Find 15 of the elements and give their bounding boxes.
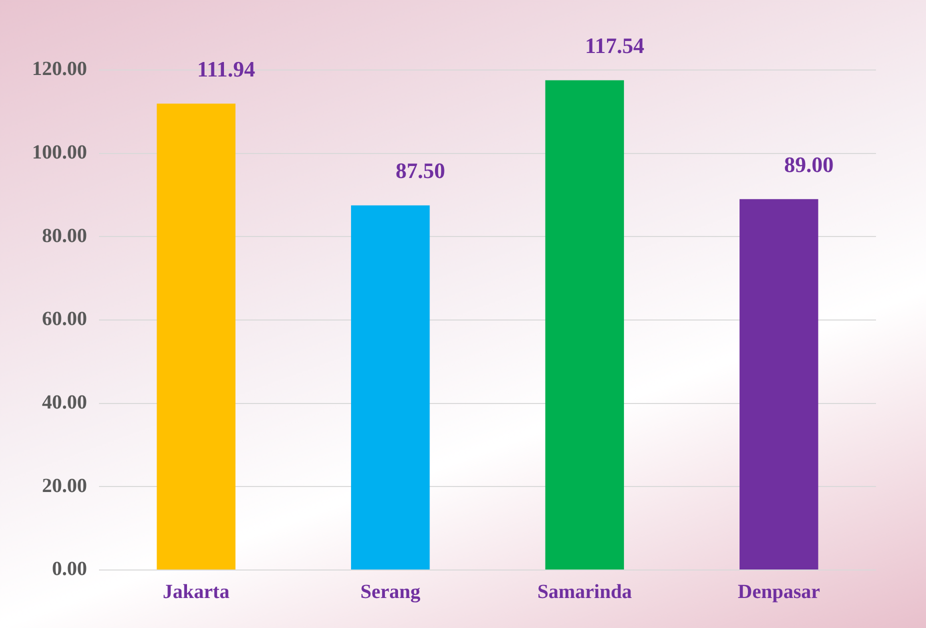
data-label: 89.00	[784, 152, 834, 177]
x-tick-label: Jakarta	[162, 581, 230, 604]
y-tick-label: 0.00	[52, 558, 87, 580]
x-tick-label: Serang	[360, 581, 420, 604]
y-tick-label: 100.00	[32, 142, 87, 164]
x-tick-label: Denpasar	[738, 581, 820, 604]
data-label: 111.94	[197, 56, 256, 82]
data-label: 87.50	[396, 158, 446, 184]
data-label: 117.54	[584, 32, 644, 58]
y-tick-label: 60.00	[42, 308, 87, 330]
y-tick-label: 20.00	[42, 474, 87, 497]
y-tick-label: 120.00	[32, 58, 87, 80]
y-tick-label: 40.00	[42, 392, 87, 414]
x-tick-label: Samarinda	[537, 581, 632, 604]
y-tick-label: 80.00	[42, 224, 87, 247]
